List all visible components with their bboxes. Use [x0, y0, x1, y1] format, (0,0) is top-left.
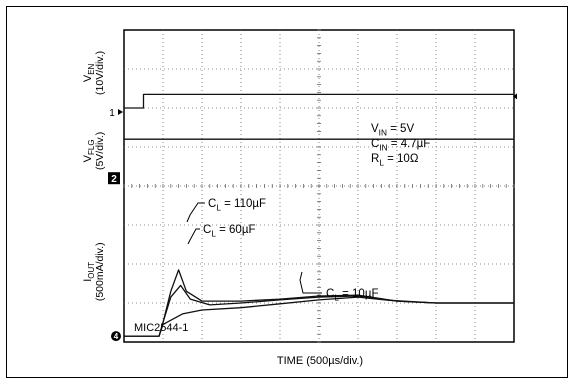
channel-marker-box — [108, 172, 120, 185]
callout-label: CL = 60µF — [203, 224, 255, 238]
channel-scale-label: (500mA/div.) — [94, 242, 106, 301]
channel-marker-number: 2 — [111, 174, 117, 185]
condition-text: CIN = 4.7µF — [371, 138, 430, 152]
ven-trace — [124, 93, 514, 109]
callout-leader — [186, 202, 205, 223]
iout-trace-10uf — [124, 296, 514, 337]
channel-scale-label: (5V/div.) — [94, 132, 106, 170]
grid — [123, 29, 515, 343]
channel-label-group: VEN(10V/div.) — [82, 51, 106, 95]
condition-text: VIN = 5V — [371, 123, 414, 137]
channel-scale-label: (10V/div.) — [94, 51, 106, 95]
figure-frame — [6, 6, 568, 378]
traces — [124, 93, 514, 337]
part-label: MIC2544-1 — [134, 322, 188, 334]
condition-text: RL = 10Ω — [371, 153, 419, 167]
callout-label: CL = 110µF — [208, 198, 266, 212]
channel-marker-arrow — [118, 109, 123, 115]
callout-leader — [299, 271, 322, 294]
channel-label-group: VFLG(5V/div.) — [82, 132, 106, 170]
channel-name-label: IOUT — [82, 262, 96, 282]
channel-marker-number: 1 — [109, 108, 115, 119]
trigger-marker — [513, 93, 517, 100]
x-axis-label: TIME (500µs/div.) — [277, 355, 363, 367]
channel-name-label: VFLG — [82, 139, 96, 162]
channel-label-group: IOUT(500mA/div.) — [82, 242, 106, 301]
channel-name-label: VEN — [82, 63, 96, 82]
channel-marker-box — [111, 331, 121, 342]
callout-leader — [187, 228, 200, 245]
channel-marker-number: 4 — [114, 332, 119, 341]
callout-label: CL = 10µF — [326, 288, 378, 302]
